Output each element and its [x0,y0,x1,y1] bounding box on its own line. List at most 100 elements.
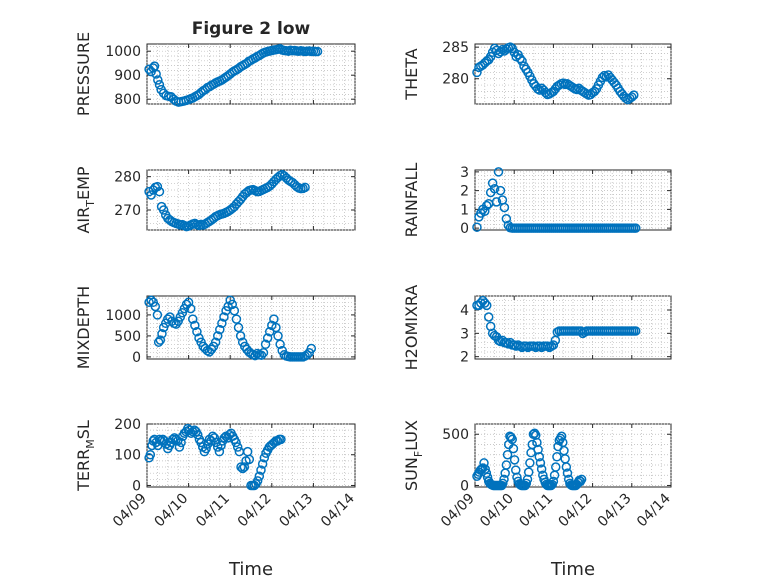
data-point [158,205,169,215]
data-point [158,88,169,98]
data-point [227,299,238,310]
data-point [209,433,220,443]
data-point [476,298,486,308]
y-tick-label: 285 [442,40,469,56]
data-point [262,333,273,343]
data-point [523,467,534,477]
y-axis-label-tail: SL [74,420,93,439]
data-point [507,434,517,445]
y-axis-label: SUNFLUX [402,420,425,491]
data-point [260,339,271,350]
x-axis-label: Time [228,559,273,580]
data-point [257,459,268,469]
data-point [479,458,489,468]
y-tick-label: 4 [460,303,469,319]
data-point [275,339,285,350]
data-point [599,70,610,81]
data-point [482,200,492,211]
y-axis-label: PRESSURE [74,32,93,116]
data-point [576,474,587,485]
y-tick-label: 1 [460,202,469,218]
y-axis-label-main: RAINFALL [402,163,421,238]
data-point [183,297,194,308]
data-point [509,455,520,465]
data-point [231,314,242,324]
y-axis-label-subscript: T [84,200,97,208]
data-series [472,295,641,353]
data-point [156,436,166,446]
y-tick-label: 280 [114,170,141,186]
data-series [144,169,310,232]
y-axis-label-subscript: M [84,439,97,449]
y-tick-label: 100 [114,448,141,464]
data-point [630,223,641,233]
y-tick-label: 0 [460,221,469,237]
data-point [201,443,211,454]
data-point [535,458,546,468]
data-point [306,343,317,354]
data-point [185,303,196,314]
data-point [258,347,269,358]
data-point [480,298,490,308]
data-point [254,471,265,481]
data-point [235,331,246,341]
y-axis-label-main: THETA [402,48,421,100]
data-point [256,350,267,360]
data-point [517,56,527,66]
y-tick-label: 0 [460,478,469,494]
y-tick-label: 1000 [105,308,141,324]
data-point [192,326,202,337]
data-point [154,434,165,445]
data-point [273,331,283,341]
data-point [548,476,559,487]
data-point [525,458,535,468]
data-point [250,350,260,361]
x-axis-label: Time [550,559,595,580]
data-point [212,331,223,341]
data-point [215,324,225,335]
grid-lines [146,44,356,105]
chart-title: Figure 2 low [192,19,311,39]
y-axis-label-main: AIR [74,207,93,234]
data-series [472,42,639,105]
data-point [572,84,582,95]
data-point [233,322,244,333]
data-point [188,426,198,437]
data-point [521,478,532,489]
y-tick-label: 800 [114,92,141,108]
data-point [168,434,178,445]
data-series [144,44,323,107]
data-point [534,85,545,95]
y-axis-label-subscript: F [412,451,425,457]
data-point [152,310,163,320]
data-series [472,167,641,233]
data-point [548,340,559,350]
data-series [472,428,587,491]
y-tick-label: 500 [114,329,141,345]
data-point [264,326,275,337]
data-point [495,185,506,196]
data-point [472,222,482,232]
grid-lines [474,170,672,230]
subplot-rainfall: 0 1 2 3 RAINFALL [402,163,672,238]
y-axis-label: THETA [402,48,421,100]
data-point [144,297,154,308]
data-point [190,320,200,331]
data-point [499,474,509,485]
data-point [217,318,227,329]
subplot-theta: 280 285 THETA [402,40,672,105]
data-point [312,46,323,57]
y-axis-label: AIRTEMP [74,166,97,233]
data-point [482,300,492,311]
data-point [229,305,240,316]
data-point [231,437,241,448]
y-axis-label: MIXDEPTH [74,286,93,369]
data-point [493,167,504,177]
data-point [150,301,161,312]
y-tick-label: 200 [114,417,141,433]
y-tick-label: 0 [132,478,141,494]
data-point [515,53,525,64]
data-point [154,80,165,90]
data-point [219,312,229,322]
